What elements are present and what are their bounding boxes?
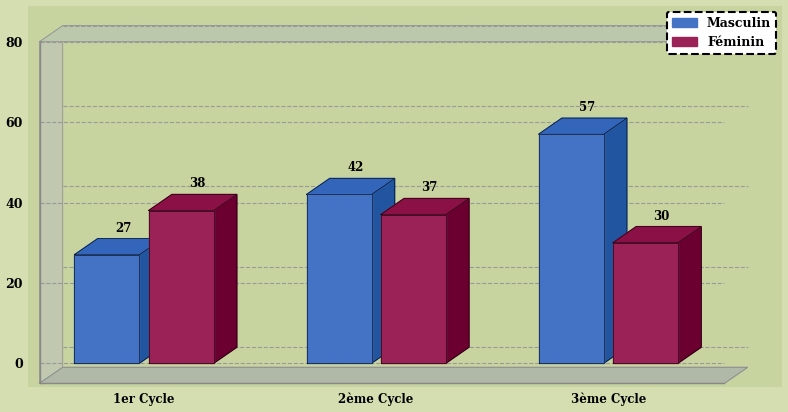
- Polygon shape: [39, 26, 63, 384]
- Text: 42: 42: [347, 162, 363, 174]
- Polygon shape: [214, 194, 237, 363]
- Polygon shape: [74, 255, 139, 363]
- Polygon shape: [39, 367, 748, 384]
- Legend: Masculin, Féminin: Masculin, Féminin: [667, 12, 776, 54]
- Polygon shape: [149, 194, 237, 211]
- Polygon shape: [381, 215, 446, 363]
- Polygon shape: [678, 227, 701, 363]
- Polygon shape: [446, 199, 469, 363]
- Text: 27: 27: [115, 222, 132, 235]
- Text: 37: 37: [422, 181, 438, 194]
- Polygon shape: [39, 26, 748, 42]
- Polygon shape: [149, 211, 214, 363]
- Text: 57: 57: [579, 101, 596, 114]
- Polygon shape: [613, 227, 701, 243]
- Polygon shape: [613, 243, 678, 363]
- Polygon shape: [139, 239, 162, 363]
- Polygon shape: [539, 134, 604, 363]
- Polygon shape: [74, 239, 162, 255]
- Polygon shape: [604, 118, 627, 363]
- Text: 38: 38: [189, 178, 206, 190]
- Polygon shape: [371, 178, 395, 363]
- Polygon shape: [381, 199, 469, 215]
- Text: 30: 30: [653, 210, 670, 222]
- Polygon shape: [307, 178, 395, 194]
- Polygon shape: [307, 194, 371, 363]
- Polygon shape: [539, 118, 627, 134]
